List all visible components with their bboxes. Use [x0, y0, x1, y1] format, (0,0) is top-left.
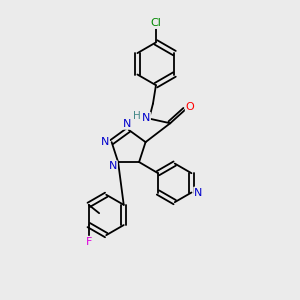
Text: N: N [142, 112, 150, 123]
Text: N: N [100, 136, 109, 146]
Text: N: N [123, 119, 132, 129]
Text: Cl: Cl [151, 18, 161, 28]
Text: N: N [109, 161, 117, 171]
Text: H: H [133, 110, 141, 121]
Text: F: F [85, 237, 92, 247]
Text: N: N [194, 188, 202, 197]
Text: O: O [186, 102, 194, 112]
